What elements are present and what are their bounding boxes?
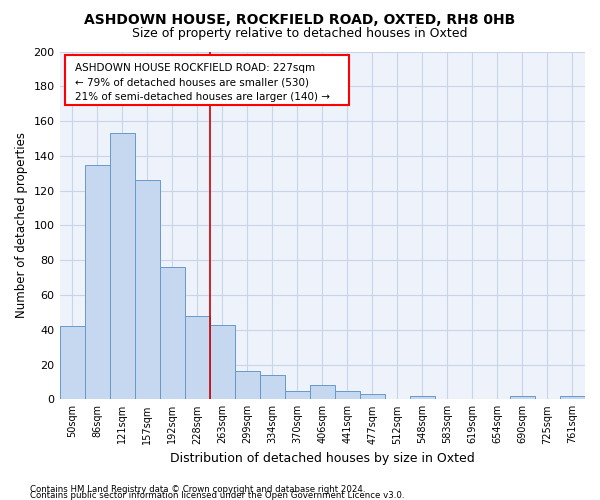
Bar <box>360 394 385 400</box>
Text: ASHDOWN HOUSE, ROCKFIELD ROAD, OXTED, RH8 0HB: ASHDOWN HOUSE, ROCKFIELD ROAD, OXTED, RH… <box>85 12 515 26</box>
Bar <box>260 375 285 400</box>
Text: Contains HM Land Registry data © Crown copyright and database right 2024.: Contains HM Land Registry data © Crown c… <box>30 484 365 494</box>
Bar <box>59 326 85 400</box>
Bar <box>410 396 435 400</box>
Bar <box>160 267 185 400</box>
Text: Size of property relative to detached houses in Oxted: Size of property relative to detached ho… <box>132 28 468 40</box>
FancyBboxPatch shape <box>65 55 349 106</box>
Bar <box>85 164 110 400</box>
Bar <box>335 390 360 400</box>
Bar <box>560 396 585 400</box>
Text: ← 79% of detached houses are smaller (530): ← 79% of detached houses are smaller (53… <box>76 77 310 87</box>
X-axis label: Distribution of detached houses by size in Oxted: Distribution of detached houses by size … <box>170 452 475 465</box>
Bar <box>110 133 134 400</box>
Bar <box>209 324 235 400</box>
Text: Contains public sector information licensed under the Open Government Licence v3: Contains public sector information licen… <box>30 491 404 500</box>
Bar <box>285 390 310 400</box>
Bar <box>235 372 260 400</box>
Bar <box>510 396 535 400</box>
Bar <box>310 386 335 400</box>
Bar <box>134 180 160 400</box>
Text: 21% of semi-detached houses are larger (140) →: 21% of semi-detached houses are larger (… <box>76 92 331 102</box>
Bar <box>185 316 209 400</box>
Text: ASHDOWN HOUSE ROCKFIELD ROAD: 227sqm: ASHDOWN HOUSE ROCKFIELD ROAD: 227sqm <box>76 62 316 72</box>
Y-axis label: Number of detached properties: Number of detached properties <box>15 132 28 318</box>
